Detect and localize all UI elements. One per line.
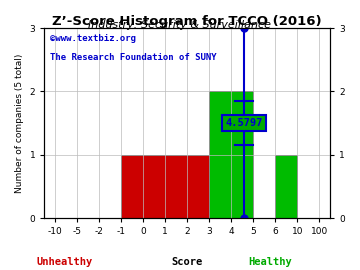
Text: ©www.textbiz.org: ©www.textbiz.org: [50, 34, 136, 43]
Title: Z’-Score Histogram for TCCO (2016): Z’-Score Histogram for TCCO (2016): [53, 15, 322, 28]
Text: Industry: Security & Surveillance: Industry: Security & Surveillance: [89, 20, 271, 30]
Bar: [275, 155, 297, 218]
Y-axis label: Number of companies (5 total): Number of companies (5 total): [15, 53, 24, 193]
Bar: [121, 155, 209, 218]
Text: 4.5797: 4.5797: [225, 118, 263, 128]
Text: Score: Score: [172, 257, 203, 267]
Text: Unhealthy: Unhealthy: [37, 257, 93, 267]
Text: The Research Foundation of SUNY: The Research Foundation of SUNY: [50, 53, 217, 62]
Text: Healthy: Healthy: [248, 257, 292, 267]
Bar: [209, 91, 253, 218]
